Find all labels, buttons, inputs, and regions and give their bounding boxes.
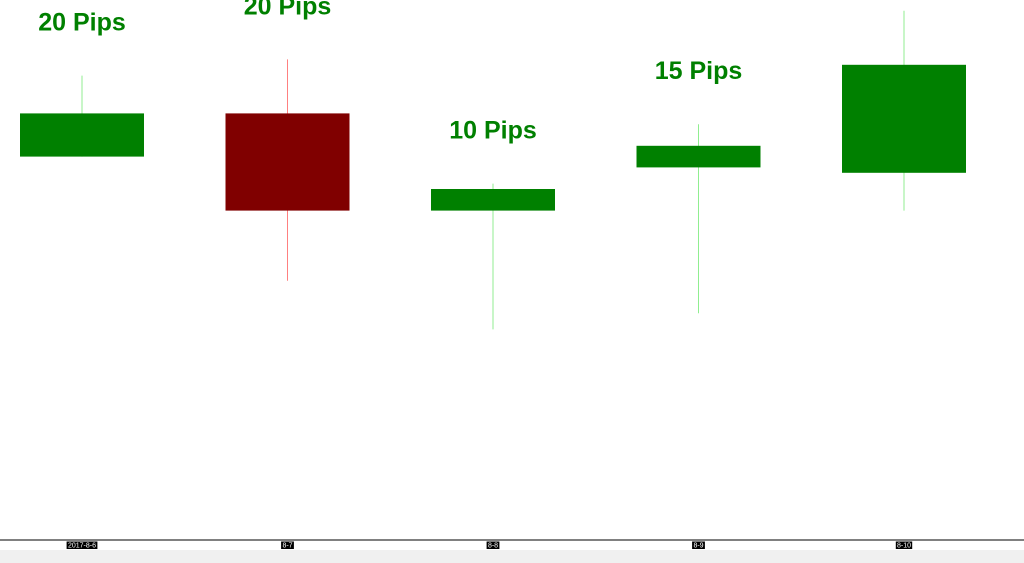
x-tick-badge-1	[66, 541, 98, 549]
x-tick-badge-2	[281, 541, 294, 549]
pips-label-3: 10 Pips	[449, 117, 537, 145]
pips-label-4: 15 Pips	[655, 57, 743, 85]
x-tick-label-4: 8-9	[693, 543, 703, 550]
candle-body-1	[20, 113, 144, 157]
x-tick-badge-3	[486, 541, 500, 549]
pips-label-1: 20 Pips	[38, 9, 126, 37]
x-tick-label-1: 2017-8-6	[68, 543, 96, 550]
candle-body-3	[431, 189, 555, 211]
candles-layer	[20, 10, 966, 330]
x-tick-badge-5	[895, 541, 913, 549]
candle-body-5	[842, 64, 966, 173]
x-tick-label-3: 8-8	[488, 543, 498, 550]
pips-label-2: 20 Pips	[244, 0, 332, 20]
x-tick-badge-4	[692, 541, 705, 549]
candle-body-2	[225, 113, 350, 211]
candle-body-4	[636, 145, 761, 168]
footer-bar	[0, 550, 1024, 563]
x-tick-label-2: 8-7	[282, 543, 292, 550]
x-axis-ticks: 2017-8-6 8-7 8-8 8-9 8-10	[66, 541, 913, 550]
x-tick-label-5: 8-10	[897, 543, 911, 550]
